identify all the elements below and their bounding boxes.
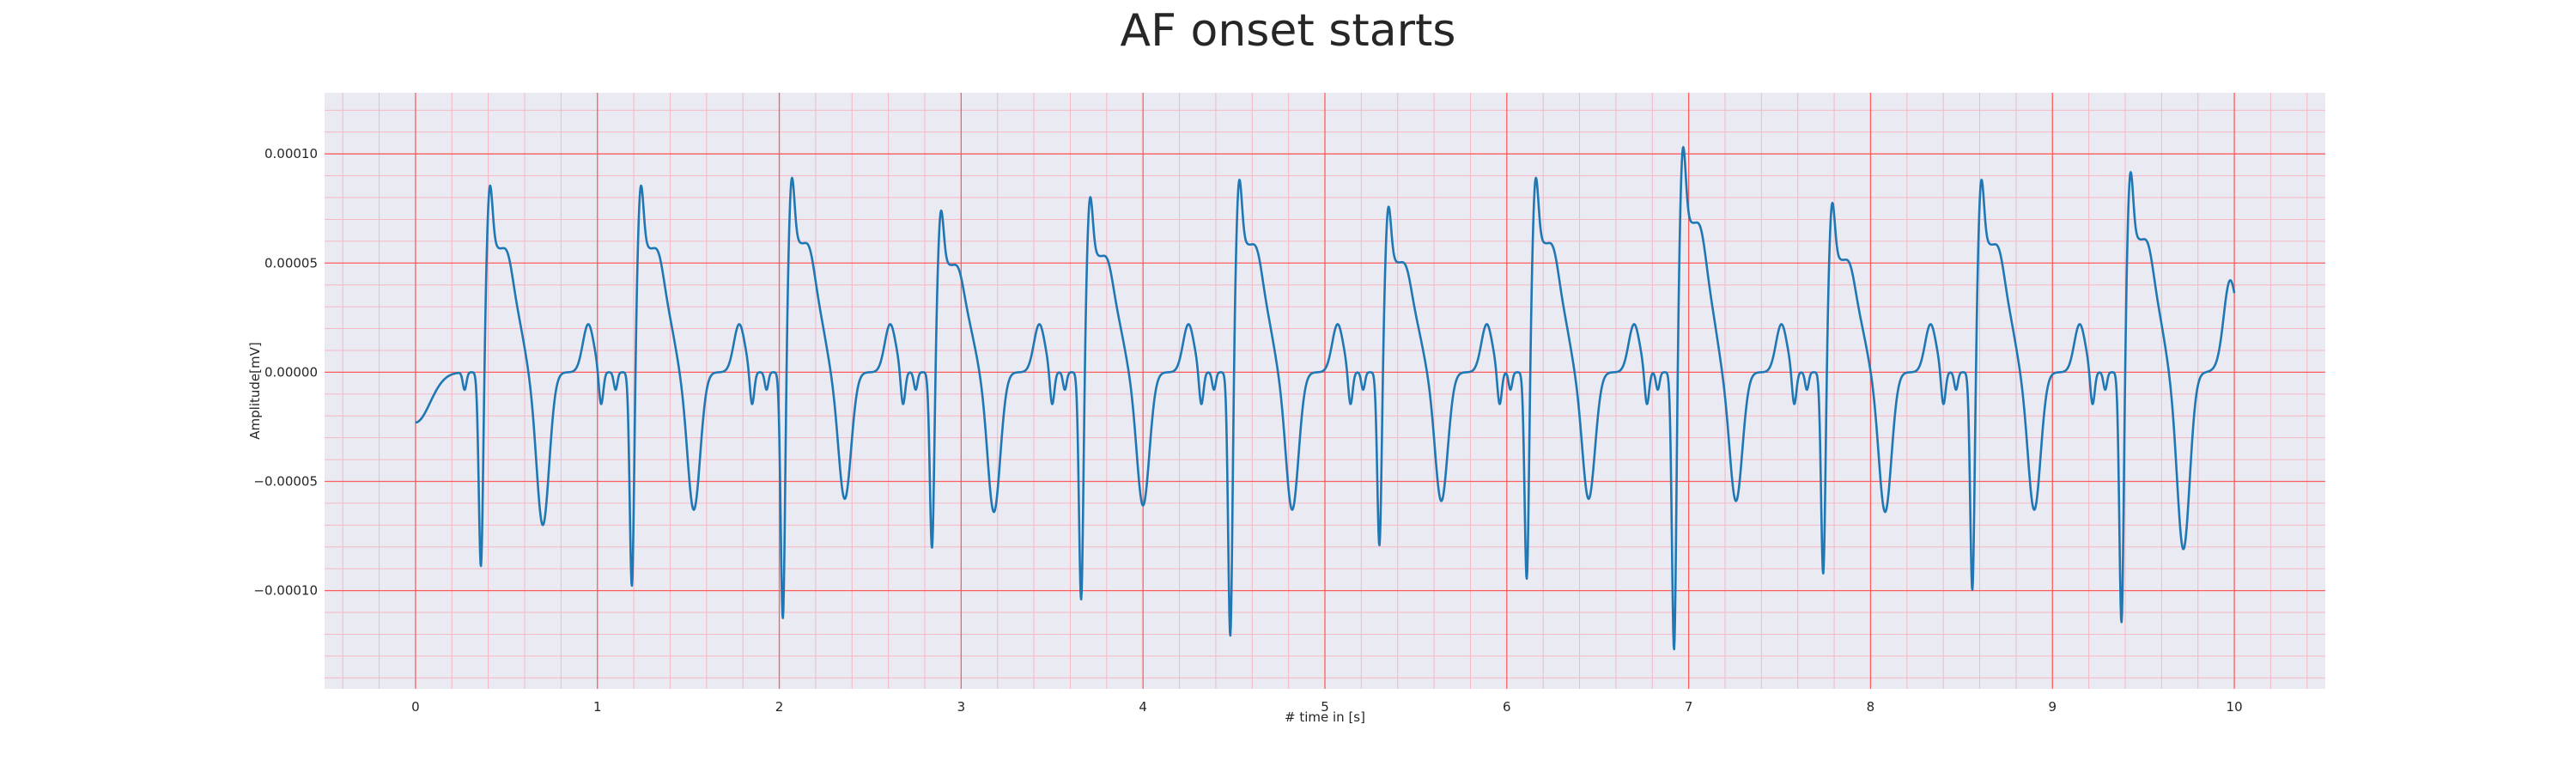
- x-tick-labels: 0 1 2 3 4 5 6 7 8 9 10: [411, 699, 2243, 715]
- x-tick-label: 7: [1685, 699, 1693, 715]
- y-tick-label: 0.00010: [264, 146, 318, 161]
- y-tick-label: 0.00000: [264, 364, 318, 380]
- x-tick-label: 5: [1321, 699, 1329, 715]
- x-axis-label: # time in [s]: [1285, 709, 1365, 725]
- x-tick-label: 4: [1139, 699, 1147, 715]
- x-tick-label: 6: [1503, 699, 1511, 715]
- y-tick-label: 0.00005: [264, 255, 318, 271]
- chart-title: AF onset starts: [1120, 5, 1456, 57]
- x-tick-label: 2: [775, 699, 784, 715]
- y-tick-labels: 0.00010 0.00005 0.00000 −0.00005 −0.00010: [253, 146, 318, 598]
- x-tick-label: 1: [593, 699, 602, 715]
- x-tick-label: 8: [1867, 699, 1875, 715]
- y-tick-label: −0.00005: [253, 473, 318, 489]
- x-tick-label: 3: [957, 699, 966, 715]
- major-grid: [325, 93, 2325, 689]
- y-tick-label: −0.00010: [253, 583, 318, 599]
- x-tick-label: 10: [2227, 699, 2243, 715]
- y-axis-label: Amplitude[mV]: [247, 342, 263, 439]
- x-tick-label: 9: [2048, 699, 2057, 715]
- x-tick-label: 0: [411, 699, 420, 715]
- ecg-series-line: [415, 145, 2236, 651]
